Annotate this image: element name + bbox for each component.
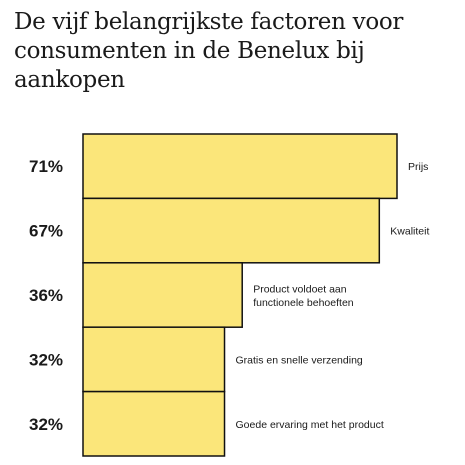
category-label: Prijs <box>408 161 428 173</box>
category-label: Goede ervaring met het product <box>236 419 384 431</box>
value-label: 71% <box>29 157 63 176</box>
bar <box>82 197 381 264</box>
value-label: 67% <box>29 222 63 241</box>
bar <box>82 390 226 457</box>
bar <box>82 133 398 200</box>
bar <box>82 262 243 328</box>
category-label: functionele behoeften <box>253 297 354 309</box>
category-label: Product voldoet aan <box>253 283 347 295</box>
value-label: 32% <box>29 350 63 369</box>
bar <box>82 326 226 393</box>
value-label: 36% <box>29 286 63 305</box>
chart-title: De vijf belangrijkste factoren voor cons… <box>14 9 404 93</box>
category-label: Kwaliteit <box>390 226 429 238</box>
category-label: Gratis en snelle verzending <box>236 354 363 366</box>
value-label: 32% <box>29 415 63 434</box>
